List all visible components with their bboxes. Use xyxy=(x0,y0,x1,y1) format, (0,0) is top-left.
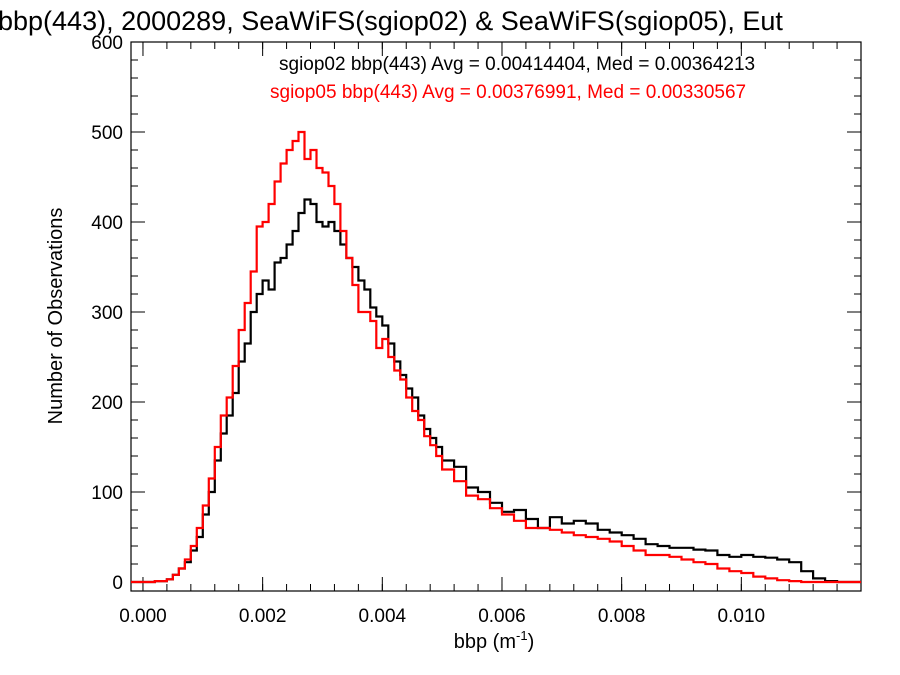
annotation-sgiop05: sgiop05 bbp(443) Avg = 0.00376991, Med =… xyxy=(270,82,746,103)
plot-frame xyxy=(130,41,862,592)
annotation-sgiop02: sgiop02 bbp(443) Avg = 0.00414404, Med =… xyxy=(279,54,755,75)
x-tick-label: 0.010 xyxy=(718,606,766,627)
x-axis-label-base: bbp (m xyxy=(454,631,516,653)
histogram-series xyxy=(131,130,861,584)
y-tick-labels: 0 100 200 300 400 500 600 xyxy=(91,33,123,594)
x-axis-label: bbp (m-1) xyxy=(454,628,534,653)
y-tick-label: 0 xyxy=(112,573,123,594)
x-tick-label: 0.008 xyxy=(598,606,646,627)
y-tick-label: 500 xyxy=(91,123,123,144)
y-tick-label: 400 xyxy=(91,213,123,234)
series-line-1 xyxy=(131,130,861,584)
x-tick-labels: 0.000 0.002 0.004 0.006 0.008 0.010 xyxy=(119,606,765,627)
y-tick-label: 300 xyxy=(91,303,123,324)
y-tick-label: 100 xyxy=(91,483,123,504)
x-tick-label: 0.006 xyxy=(478,606,526,627)
axis-ticks xyxy=(131,41,862,591)
y-tick-label: 200 xyxy=(91,393,123,414)
x-tick-label: 0.000 xyxy=(119,606,167,627)
x-tick-label: 0.004 xyxy=(359,606,407,627)
x-axis-label-exponent: -1 xyxy=(516,628,528,643)
x-tick-label: 0.002 xyxy=(239,606,287,627)
series-line-0 xyxy=(131,198,861,584)
y-axis-label: Number of Observations xyxy=(45,208,67,425)
y-tick-label: 600 xyxy=(91,33,123,54)
x-axis-label-close: ) xyxy=(528,631,535,653)
chart-title: bbp(443), 2000289, SeaWiFS(sgiop02) & Se… xyxy=(0,6,783,36)
